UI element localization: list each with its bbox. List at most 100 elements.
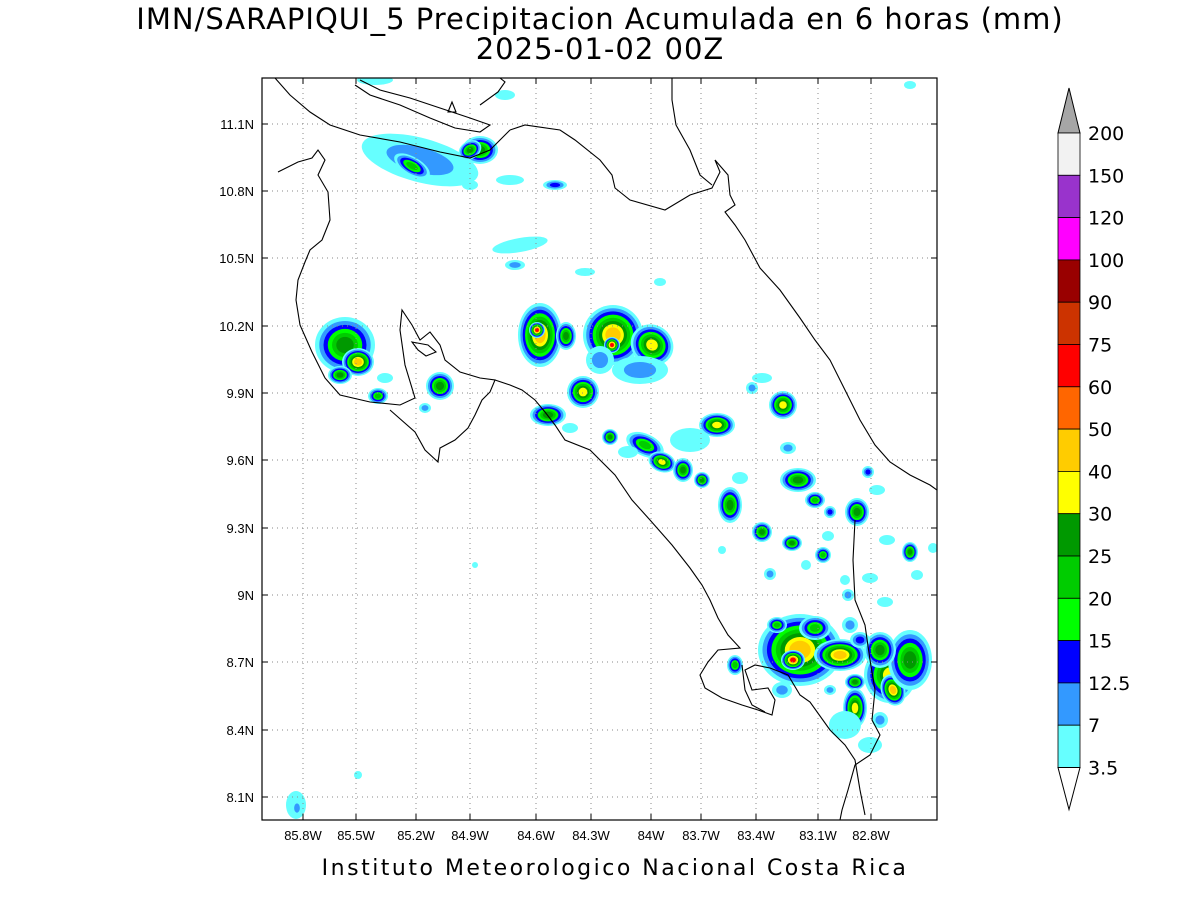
precip-contour-c2 — [748, 384, 756, 392]
precip-contour-c6 — [907, 549, 913, 555]
precip-cell — [419, 403, 431, 413]
precip-cell — [877, 597, 893, 607]
footer-credit: Instituto Meteorologico Nacional Costa R… — [321, 856, 909, 881]
precip-cell — [764, 568, 776, 580]
latitude-axis: 11.1N 10.8N 10.5N 10.2N 9.9N 9.6N 9.3N 9N 8.7N 8.… — [219, 117, 937, 805]
precip-cell — [850, 632, 870, 648]
precip-contour-c1 — [492, 236, 548, 254]
precip-cell — [618, 446, 638, 458]
lat-tick-label: 9.3N — [227, 521, 254, 536]
precip-contour-c6 — [792, 476, 804, 484]
precip-contour-c2 — [826, 687, 834, 693]
precip-cell — [292, 800, 302, 816]
precip-cell — [562, 423, 578, 433]
precip-cell — [911, 570, 923, 580]
colorbar-swatch — [1057, 597, 1081, 641]
precip-contour-c2 — [591, 351, 609, 369]
nicoya-gulf-west — [410, 341, 438, 357]
precip-cell — [845, 498, 869, 526]
nicaragua-lake-shore — [274, 78, 511, 159]
lake-nicaragua-south — [354, 79, 492, 133]
colorbar-label: 12.5 — [1088, 673, 1130, 695]
precip-contour-c6 — [435, 381, 445, 391]
precip-contour-c1 — [670, 428, 710, 452]
precip-cell — [822, 531, 834, 541]
precip-cell — [888, 630, 932, 690]
precip-cell — [842, 617, 858, 633]
colorbar-swatch — [1057, 132, 1081, 176]
coastline — [274, 78, 937, 820]
colorbar-label: 150 — [1088, 165, 1124, 187]
colorbar-label: 120 — [1088, 208, 1124, 230]
precip-contour-c5 — [732, 661, 738, 669]
precip-contour-c2 — [783, 444, 793, 452]
colorbar-under-arrow — [1057, 767, 1081, 812]
precip-cell — [328, 366, 352, 384]
precip-contour-c1 — [801, 560, 811, 570]
precip-cell — [727, 655, 743, 675]
colorbar: 200 150 120 100 90 75 60 50 40 30 25 20 15 12.5 7 3.5 — [1057, 87, 1130, 812]
precip-contour-c7 — [578, 387, 588, 397]
precip-contour-c8 — [353, 358, 363, 366]
lat-tick-label: 8.4N — [227, 723, 254, 738]
precip-contour-c1 — [562, 423, 578, 433]
lon-tick-label: 85.8W — [284, 828, 322, 843]
precip-contour-c2 — [766, 570, 774, 578]
precip-cell — [872, 712, 888, 728]
precip-contour-c5 — [639, 440, 651, 450]
lon-tick-label: 84.3W — [572, 828, 610, 843]
precipitation-field — [286, 78, 937, 819]
lat-tick-label: 10.8N — [219, 184, 254, 199]
colorbar-label: 60 — [1088, 377, 1112, 399]
precip-contour-c9 — [790, 657, 796, 663]
precip-cell — [543, 180, 567, 190]
precip-contour-c3 — [865, 469, 871, 475]
precip-contour-c1 — [928, 543, 937, 553]
precip-cell — [862, 466, 874, 478]
precip-contour-c7 — [779, 401, 787, 409]
lon-tick-label: 82.8W — [852, 828, 890, 843]
colorbar-label: 20 — [1088, 588, 1112, 610]
pacific-coast-central — [494, 379, 866, 816]
colorbar-label: 25 — [1088, 546, 1112, 568]
precip-contour-c1 — [879, 535, 895, 545]
precip-contour-c1 — [732, 472, 748, 484]
precip-cell — [495, 90, 515, 100]
precip-contour-c1 — [377, 373, 393, 383]
precip-cell — [829, 711, 861, 739]
precip-cell — [648, 451, 676, 473]
precip-contour-c1 — [718, 546, 726, 554]
precip-cell — [556, 322, 576, 350]
precip-contour-c1 — [357, 78, 393, 85]
precip-contour-c1 — [496, 175, 524, 185]
precip-contour-c6 — [903, 651, 917, 669]
colorbar-swatch — [1057, 301, 1081, 345]
precip-contour-c5 — [406, 161, 418, 171]
precip-contour-c7 — [851, 702, 859, 714]
nicaragua-east — [671, 78, 713, 186]
colorbar-swatch — [1057, 640, 1081, 684]
colorbar-swatch — [1057, 724, 1081, 768]
precip-cell — [630, 324, 674, 366]
precip-contour-c1 — [869, 485, 885, 495]
precip-contour-c1 — [354, 771, 362, 779]
precip-cell — [505, 260, 525, 270]
precip-contour-c6 — [852, 679, 858, 685]
precip-contour-c1 — [877, 597, 893, 607]
pacific-coast-north — [277, 149, 496, 464]
precip-cell — [805, 492, 825, 508]
colorbar-label: 40 — [1088, 461, 1112, 483]
colorbar-over-arrow — [1057, 87, 1081, 134]
islet — [447, 100, 457, 113]
precip-cell — [673, 458, 693, 482]
precip-cell — [801, 560, 811, 570]
colorbar-label: 7 — [1088, 715, 1100, 737]
precip-contour-c8 — [889, 686, 897, 694]
precip-contour-c1 — [575, 268, 595, 276]
precip-contour-c2 — [845, 620, 855, 630]
precip-cell — [752, 373, 772, 383]
precip-cell — [780, 468, 816, 492]
precip-cell — [864, 632, 896, 668]
osa-peninsula — [741, 664, 766, 713]
precip-contour-c5 — [820, 552, 826, 558]
